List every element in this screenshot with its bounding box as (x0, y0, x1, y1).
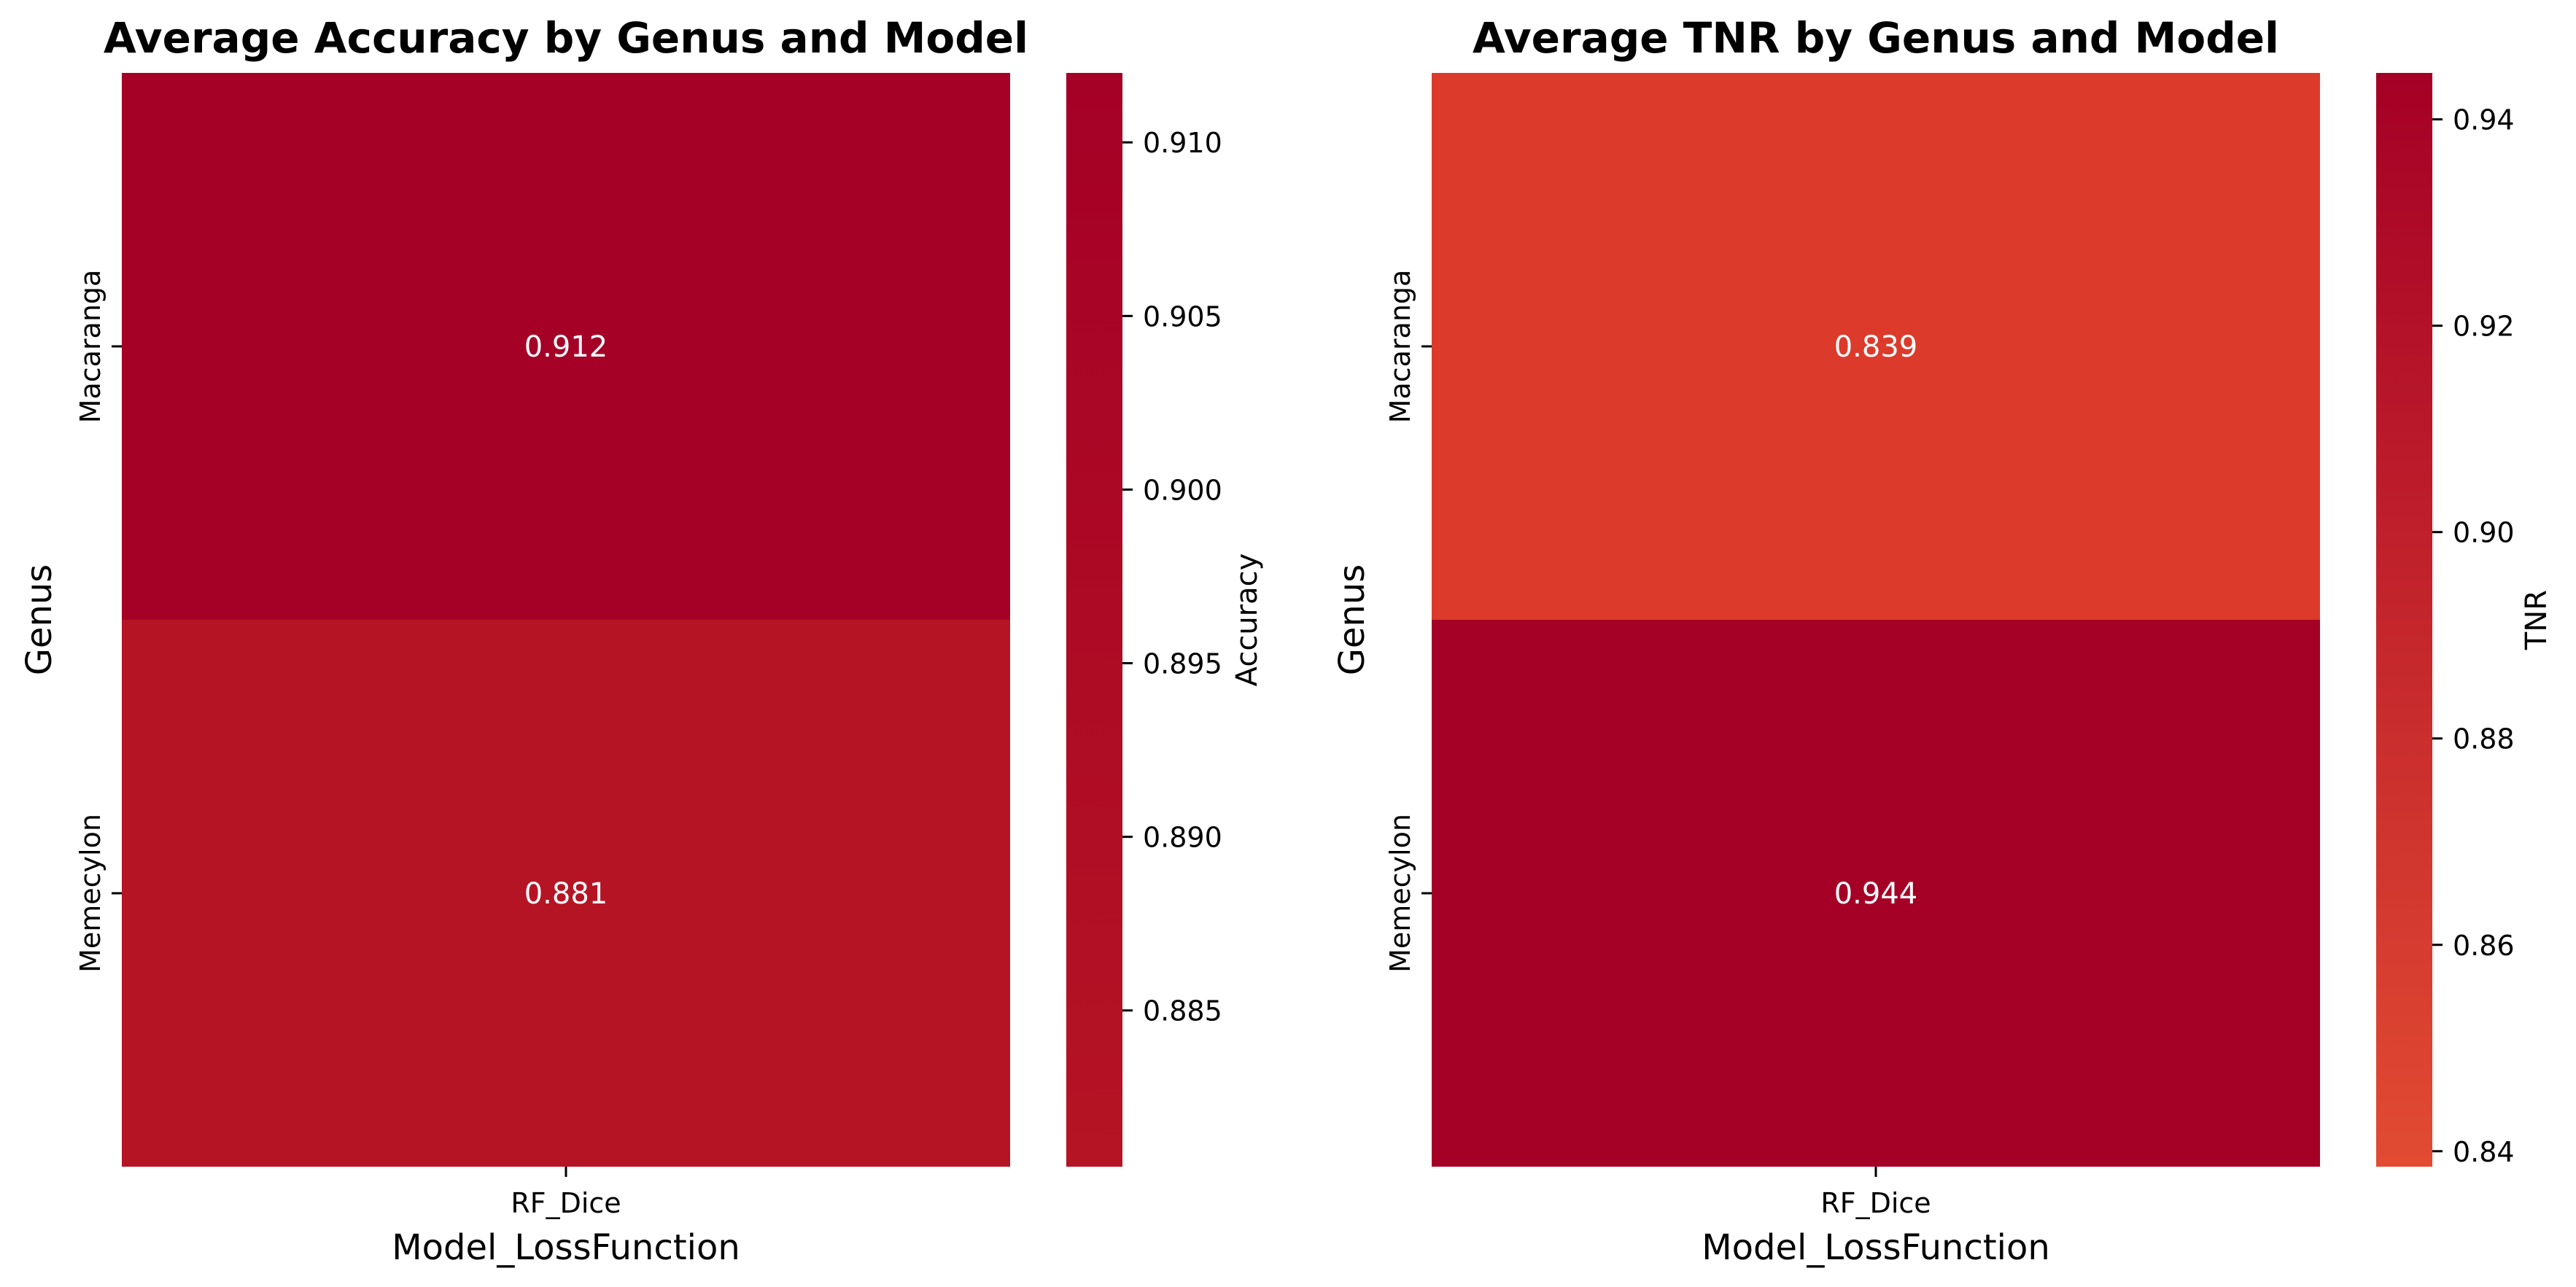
colorbar-tick-label: 0.905 (1143, 300, 1222, 333)
heatmap-cell (122, 73, 1010, 620)
chart-title: Average TNR by Genus and Model (1473, 13, 2279, 63)
colorbar-tick-label: 0.895 (1143, 648, 1222, 680)
tnr-heatmap: Average TNR by Genus and Model 0.839 0.944… (1332, 13, 2553, 1268)
y-tick-label: Macaranga (1384, 270, 1416, 424)
heatmap-cell (1432, 620, 2320, 1167)
colorbar-tick-label: 0.910 (1143, 127, 1222, 159)
colorbar (1066, 73, 1122, 1167)
colorbar-tick-label: 0.885 (1143, 995, 1222, 1027)
x-tick-label: RF_Dice (511, 1187, 621, 1219)
x-axis-label: Model_LossFunction (392, 1227, 740, 1268)
colorbar-tick-label: 0.84 (2453, 1136, 2515, 1168)
colorbar-tick-label: 0.88 (2453, 723, 2515, 755)
colorbar (2376, 73, 2432, 1167)
heatmap-cell (122, 620, 1010, 1167)
heatmap-cell (1432, 73, 2320, 620)
cell-value-label: 0.944 (1834, 877, 1918, 911)
colorbar-tick-label: 0.90 (2453, 517, 2515, 549)
y-tick-label: Macaranga (74, 270, 106, 424)
cell-value-label: 0.881 (524, 877, 608, 911)
colorbar-label: Accuracy (1230, 553, 1264, 687)
chart-title: Average Accuracy by Genus and Model (104, 13, 1028, 63)
x-axis-label: Model_LossFunction (1702, 1227, 2050, 1268)
cell-value-label: 0.839 (1834, 330, 1918, 364)
colorbar-tick-label: 0.92 (2453, 311, 2515, 343)
colorbar-tick-label: 0.94 (2453, 104, 2515, 136)
colorbar-label: TNR (2520, 590, 2553, 650)
colorbar-tick-label: 0.890 (1143, 822, 1222, 854)
x-tick-label: RF_Dice (1820, 1187, 1931, 1219)
colorbar-tick-label: 0.86 (2453, 930, 2515, 962)
cell-value-label: 0.912 (524, 330, 608, 364)
accuracy-heatmap: Average Accuracy by Genus and Model 0.912… (19, 13, 1264, 1268)
y-tick-label: Memecylon (74, 814, 106, 973)
y-tick-label: Memecylon (1384, 814, 1416, 973)
y-axis-label: Genus (19, 564, 60, 676)
colorbar-tick-label: 0.900 (1143, 474, 1222, 506)
y-axis-label: Genus (1332, 564, 1373, 676)
